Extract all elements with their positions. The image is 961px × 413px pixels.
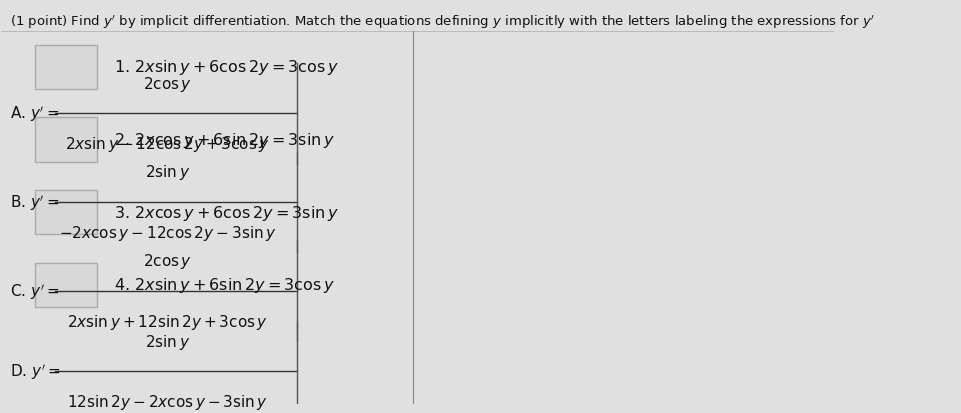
Text: $2\sin y$: $2\sin y$ bbox=[145, 332, 190, 351]
FancyBboxPatch shape bbox=[35, 190, 97, 235]
Text: D. $y' =$: D. $y' =$ bbox=[10, 362, 61, 381]
Text: 3. $2x\cos y + 6\cos 2y = 3\sin y$: 3. $2x\cos y + 6\cos 2y = 3\sin y$ bbox=[113, 203, 338, 222]
Text: 1. $2x\sin y + 6\cos 2y = 3\cos y$: 1. $2x\sin y + 6\cos 2y = 3\cos y$ bbox=[113, 58, 338, 77]
FancyBboxPatch shape bbox=[35, 263, 97, 307]
Text: $2\cos y$: $2\cos y$ bbox=[143, 252, 192, 271]
FancyBboxPatch shape bbox=[35, 46, 97, 90]
Text: $12\sin 2y - 2x\cos y - 3\sin y$: $12\sin 2y - 2x\cos y - 3\sin y$ bbox=[67, 392, 268, 411]
Text: $-2x\cos y - 12\cos 2y - 3\sin y$: $-2x\cos y - 12\cos 2y - 3\sin y$ bbox=[59, 223, 277, 242]
Text: 2. $2x\cos y + 6\sin 2y = 3\sin y$: 2. $2x\cos y + 6\sin 2y = 3\sin y$ bbox=[113, 131, 334, 150]
Text: A. $y' =$: A. $y' =$ bbox=[10, 104, 59, 124]
Text: C. $y' =$: C. $y' =$ bbox=[10, 281, 60, 301]
Text: 4. $2x\sin y + 6\sin 2y = 3\cos y$: 4. $2x\sin y + 6\sin 2y = 3\cos y$ bbox=[113, 275, 334, 294]
FancyBboxPatch shape bbox=[35, 118, 97, 162]
Text: (1 point) Find $y'$ by implicit differentiation. Match the equations defining $y: (1 point) Find $y'$ by implicit differen… bbox=[10, 14, 874, 31]
Text: $2\cos y$: $2\cos y$ bbox=[143, 74, 192, 93]
Text: $2x\sin y - 12\cos 2y + 3\cos y$: $2x\sin y - 12\cos 2y + 3\cos y$ bbox=[65, 135, 270, 154]
Text: $2\sin y$: $2\sin y$ bbox=[145, 163, 190, 182]
Text: $2x\sin y + 12\sin 2y + 3\cos y$: $2x\sin y + 12\sin 2y + 3\cos y$ bbox=[67, 312, 268, 331]
Text: B. $y' =$: B. $y' =$ bbox=[10, 193, 59, 212]
